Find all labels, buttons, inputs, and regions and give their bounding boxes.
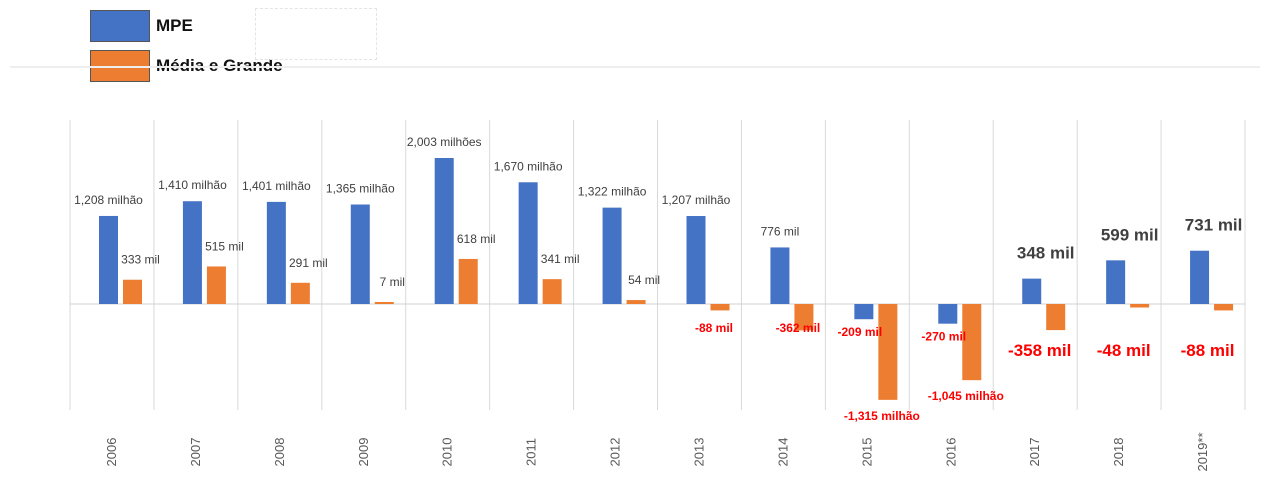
- bar-media-grande-2009: [374, 302, 394, 304]
- label-mpe-2009: 1,365 milhão: [326, 182, 395, 196]
- bar-mpe-2018: [1106, 260, 1126, 304]
- label-media-grande-2011: 341 mil: [541, 252, 580, 266]
- label-media-grande-2016: -1,045 milhão: [928, 389, 1004, 403]
- bar-media-grande-2013: [710, 304, 730, 311]
- divider: [10, 66, 1260, 68]
- bar-media-grande-2015: [878, 304, 898, 400]
- x-tick-label-2015: 2015: [859, 438, 874, 467]
- x-tick-label-2010: 2010: [440, 438, 455, 467]
- bar-mpe-2010: [434, 158, 454, 304]
- label-media-grande-2013: -88 mil: [695, 321, 733, 335]
- label-media-grande-2012: 54 mil: [628, 273, 660, 287]
- bar-media-grande-2010: [458, 258, 478, 304]
- bar-media-grande-2012: [626, 300, 646, 304]
- x-tick-label-2008: 2008: [272, 438, 287, 467]
- bar-media-grande-2019: [1214, 304, 1234, 311]
- bar-mpe-2019: [1190, 250, 1210, 304]
- x-tick-label-2012: 2012: [608, 438, 623, 467]
- legend-item-mpe: MPE: [90, 6, 380, 46]
- legend-label-mpe: MPE: [156, 16, 193, 35]
- x-tick-label-2009: 2009: [356, 438, 371, 467]
- label-media-grande-2018: -48 mil: [1097, 341, 1151, 360]
- bar-mpe-2017: [1022, 278, 1042, 304]
- bar-media-grande-2006: [123, 279, 142, 304]
- bar-mpe-2006: [99, 215, 118, 304]
- label-mpe-2008: 1,401 milhão: [242, 179, 311, 193]
- label-mpe-2019: 731 mil: [1185, 216, 1243, 235]
- legend-swatch-mpe: [90, 10, 150, 42]
- x-tick-label-2018: 2018: [1111, 438, 1126, 467]
- label-media-grande-2007: 515 mil: [205, 239, 244, 253]
- x-tick-label-2011: 2011: [524, 438, 539, 466]
- x-tick-label-2007: 2007: [188, 438, 203, 467]
- label-media-grande-2019: -88 mil: [1181, 341, 1235, 360]
- label-mpe-2014: 776 mil: [761, 224, 800, 238]
- x-tick-label-2006: 2006: [104, 438, 119, 467]
- bar-mpe-2014: [770, 247, 790, 304]
- bar-media-grande-2018: [1130, 304, 1150, 308]
- bar-mpe-2011: [518, 182, 538, 304]
- bar-mpe-2016: [938, 304, 958, 324]
- bar-mpe-2008: [266, 201, 286, 304]
- label-mpe-2010: 2,003 milhões: [407, 135, 482, 149]
- bar-media-grande-2016: [962, 304, 982, 381]
- label-mpe-2018: 599 mil: [1101, 225, 1159, 244]
- label-media-grande-2014: -362 mil: [776, 321, 821, 335]
- bar-media-grande-2008: [290, 282, 310, 304]
- label-mpe-2017: 348 mil: [1017, 244, 1075, 263]
- bar-mpe-2013: [686, 216, 706, 304]
- bar-mpe-2007: [182, 201, 202, 304]
- label-mpe-2007: 1,410 milhão: [158, 178, 227, 192]
- x-tick-label-2019: 2019**: [1195, 432, 1210, 471]
- x-tick-label-2014: 2014: [775, 438, 790, 467]
- x-tick-label-2017: 2017: [1027, 438, 1042, 467]
- bar-media-grande-2014: [794, 304, 814, 331]
- label-media-grande-2006: 333 mil: [121, 253, 160, 267]
- label-mpe-2012: 1,322 milhão: [578, 185, 647, 199]
- label-media-grande-2009: 7 mil: [380, 275, 405, 289]
- bar-mpe-2012: [602, 207, 622, 304]
- legend-frame: [255, 8, 377, 60]
- legend-label-media-grande: Média e Grande: [156, 56, 283, 76]
- label-mpe-2006: 1,208 milhão: [74, 193, 143, 207]
- bar-mpe-2015: [854, 304, 874, 320]
- label-media-grande-2008: 291 mil: [289, 256, 328, 270]
- label-mpe-2015: -209 mil: [838, 325, 883, 339]
- bar-media-grande-2011: [542, 279, 562, 304]
- bar-media-grande-2007: [206, 266, 226, 304]
- label-media-grande-2015: -1,315 milhão: [844, 409, 920, 423]
- label-mpe-2016: -270 mil: [921, 330, 966, 344]
- label-media-grande-2017: -358 mil: [1008, 341, 1071, 360]
- bar-mpe-2009: [350, 204, 370, 304]
- x-tick-label-2016: 2016: [943, 438, 958, 467]
- label-media-grande-2010: 618 mil: [457, 232, 496, 246]
- label-mpe-2013: 1,207 milhão: [662, 193, 731, 207]
- x-tick-label-2013: 2013: [691, 438, 706, 467]
- label-mpe-2011: 1,670 milhão: [494, 159, 563, 173]
- bar-media-grande-2017: [1046, 304, 1066, 331]
